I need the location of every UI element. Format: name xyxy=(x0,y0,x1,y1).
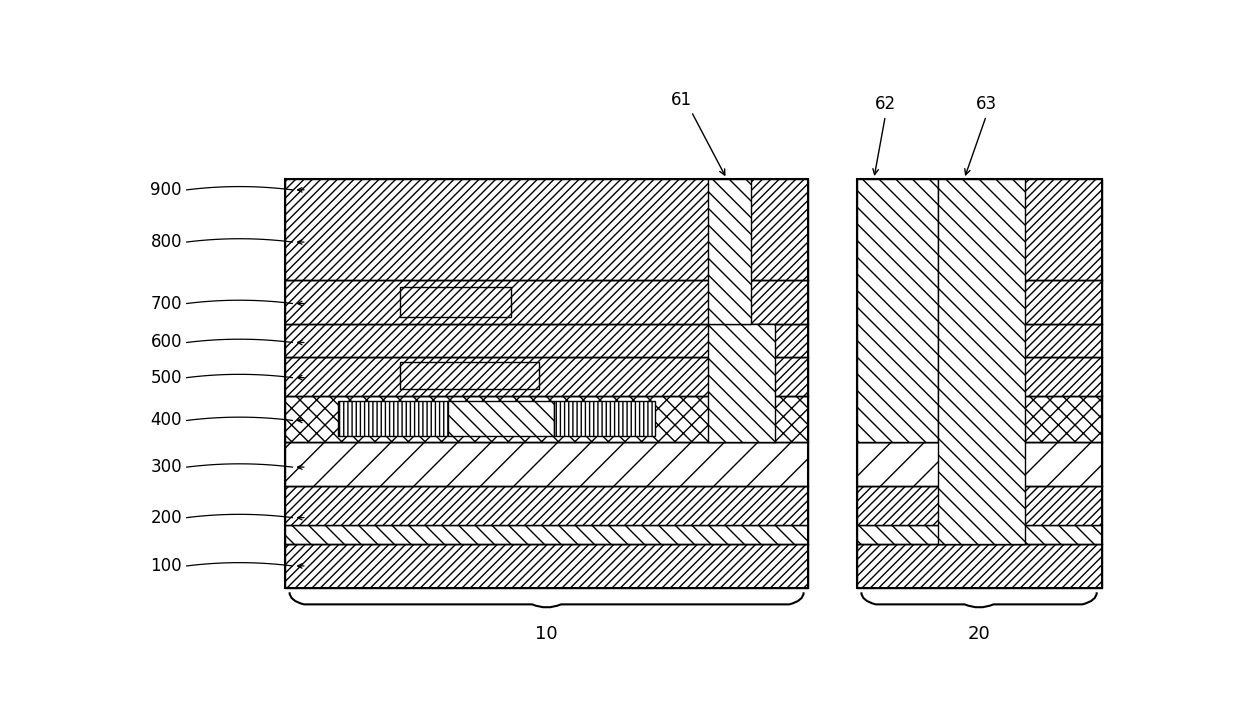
Bar xyxy=(337,401,448,436)
Text: 500: 500 xyxy=(150,369,182,386)
Bar xyxy=(857,179,1101,588)
Bar xyxy=(285,357,808,396)
Text: 10: 10 xyxy=(536,625,558,643)
Bar xyxy=(448,401,554,436)
Bar xyxy=(285,324,808,357)
Text: 400: 400 xyxy=(150,411,182,429)
Bar xyxy=(857,396,1101,442)
Bar xyxy=(857,324,1101,357)
Text: 200: 200 xyxy=(150,508,182,527)
Text: 63: 63 xyxy=(976,95,997,113)
Bar xyxy=(857,442,1101,486)
Text: 600: 600 xyxy=(150,334,182,352)
Text: 20: 20 xyxy=(967,625,991,643)
Bar xyxy=(857,486,1101,525)
Bar xyxy=(857,280,1101,324)
Text: 61: 61 xyxy=(671,91,692,108)
Bar xyxy=(857,544,1101,588)
Bar xyxy=(401,362,539,389)
Bar xyxy=(285,179,808,280)
Text: 62: 62 xyxy=(874,95,897,113)
Bar xyxy=(857,179,1101,280)
Bar xyxy=(285,544,808,588)
Text: 700: 700 xyxy=(150,294,182,312)
Bar xyxy=(939,179,1024,544)
Text: 800: 800 xyxy=(150,233,182,251)
Bar xyxy=(285,442,808,486)
Bar xyxy=(285,525,808,544)
Bar xyxy=(554,401,655,436)
Bar xyxy=(708,179,750,324)
Bar xyxy=(285,179,808,588)
Bar xyxy=(285,396,808,442)
Text: 300: 300 xyxy=(150,458,182,476)
Bar xyxy=(285,280,808,324)
Text: 100: 100 xyxy=(150,557,182,575)
Bar xyxy=(857,357,1101,396)
Bar xyxy=(857,525,1101,544)
Bar xyxy=(857,179,939,442)
Bar xyxy=(401,287,511,317)
Bar xyxy=(285,486,808,525)
Text: 900: 900 xyxy=(150,181,182,199)
Bar xyxy=(708,324,775,442)
